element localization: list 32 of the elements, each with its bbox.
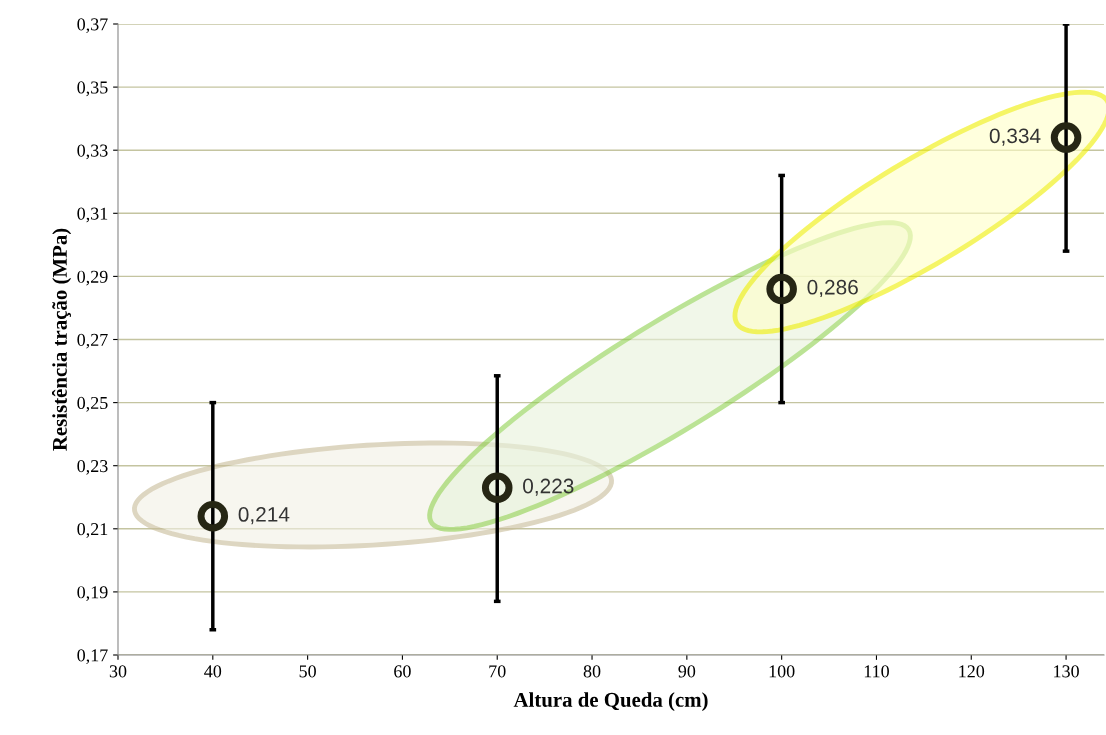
data-label: 0,286 bbox=[807, 279, 858, 298]
x-tick-label: 50 bbox=[299, 665, 316, 678]
x-tick-label: 110 bbox=[864, 665, 889, 678]
y-tick-label: 0,23 bbox=[77, 459, 108, 475]
x-tick-label: 100 bbox=[769, 665, 795, 678]
point bbox=[766, 273, 797, 305]
data-label: 0,223 bbox=[523, 478, 574, 496]
point bbox=[481, 472, 513, 504]
data-label: 0,334 bbox=[989, 128, 1041, 146]
y-tick-label: 0,21 bbox=[77, 523, 108, 538]
x-tick-label: 60 bbox=[394, 665, 411, 678]
y-tick-label: 0,29 bbox=[77, 270, 108, 286]
y-tick-label: 0,25 bbox=[77, 396, 108, 412]
x-axis-title: Altura de Queda (cm) bbox=[513, 692, 708, 712]
x-tick-label: 30 bbox=[109, 665, 127, 678]
data-label: 0,214 bbox=[238, 507, 290, 525]
x-tick-label: 130 bbox=[1054, 665, 1079, 678]
y-tick-label: 0,19 bbox=[77, 586, 108, 601]
y-tick-label: 0,37 bbox=[77, 18, 108, 34]
x-tick-label: 40 bbox=[204, 665, 222, 678]
x-tick-label: 70 bbox=[489, 665, 506, 678]
point bbox=[197, 500, 229, 532]
y-axis-title: Resistência tração (MPa) bbox=[52, 228, 72, 451]
x-tick-label: 90 bbox=[678, 665, 696, 678]
y-tick-label: 0,27 bbox=[77, 333, 108, 349]
point bbox=[1050, 122, 1082, 153]
y-tick-label: 0,33 bbox=[77, 144, 108, 160]
y-tick-label: 0,35 bbox=[77, 81, 108, 97]
x-tick-label: 120 bbox=[959, 665, 985, 678]
y-tick-label: 0,17 bbox=[77, 649, 108, 665]
x-tick-label: 80 bbox=[583, 665, 601, 678]
y-tick-label: 0,31 bbox=[77, 207, 108, 223]
